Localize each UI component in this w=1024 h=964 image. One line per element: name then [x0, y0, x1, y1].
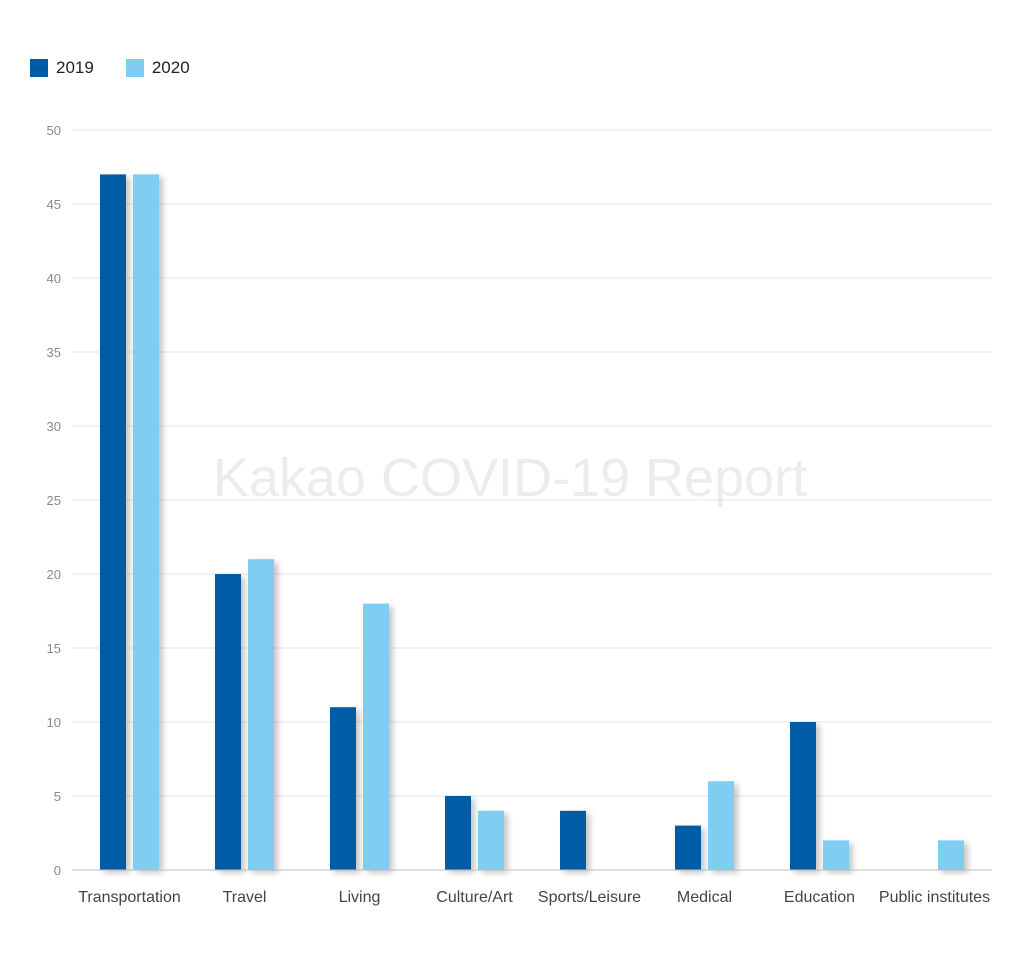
- y-tick-label: 35: [47, 345, 61, 360]
- bar-2019-education[interactable]: [790, 722, 816, 870]
- y-tick-label: 10: [47, 715, 61, 730]
- y-tick-label: 45: [47, 197, 61, 212]
- x-tick-label: Travel: [223, 889, 267, 906]
- watermark: Kakao COVID-19 Report: [213, 448, 807, 508]
- bar-2020-living[interactable]: [363, 603, 389, 870]
- y-tick-label: 0: [54, 863, 61, 878]
- bars: [100, 174, 964, 870]
- bar-2020-travel[interactable]: [248, 559, 274, 870]
- bar-2019-medical[interactable]: [675, 825, 701, 870]
- bar-2019-transportation[interactable]: [100, 174, 126, 870]
- x-tick-label: Transportation: [78, 889, 181, 906]
- bar-2019-culture-art[interactable]: [445, 796, 471, 870]
- x-tick-label: Sports/Leisure: [538, 889, 641, 906]
- bar-2019-living[interactable]: [330, 707, 356, 870]
- legend-swatch-2020: [125, 59, 144, 77]
- x-tick-label: Public institutes: [879, 889, 990, 906]
- bar-2020-medical[interactable]: [708, 781, 734, 870]
- x-tick-label: Culture/Art: [436, 889, 513, 906]
- y-tick-label: 15: [47, 641, 61, 656]
- x-tick-label: Education: [784, 889, 855, 906]
- x-tick-label: Living: [339, 889, 381, 906]
- legend-swatch-2019: [30, 59, 48, 77]
- y-tick-label: 5: [54, 789, 61, 804]
- legend-item-2020[interactable]: 2020: [125, 58, 190, 78]
- y-axis-ticks: 0 5 10 15 20 25 30 35 40 45 50: [47, 123, 61, 878]
- legend-label-2020: 2020: [151, 58, 190, 77]
- bar-2020-transportation[interactable]: [133, 174, 159, 870]
- y-tick-label: 20: [47, 567, 61, 582]
- y-tick-label: 25: [47, 493, 61, 508]
- bar-2020-public-institutes[interactable]: [938, 840, 964, 870]
- bar-2020-education[interactable]: [823, 840, 849, 870]
- x-tick-label: Medical: [677, 889, 732, 906]
- y-tick-label: 40: [47, 271, 61, 286]
- x-axis-labels: Transportation Travel Living Culture/Art Spo…: [78, 889, 990, 906]
- bar-2020-culture-art[interactable]: [478, 810, 504, 870]
- bar-2019-travel[interactable]: [215, 574, 241, 870]
- legend-item-2019[interactable]: 2019: [30, 58, 94, 78]
- y-tick-label: 30: [47, 419, 61, 434]
- y-tick-label: 50: [47, 123, 61, 138]
- legend: 2019 2020: [30, 58, 190, 78]
- bar-2019-sports-leisure[interactable]: [560, 810, 586, 870]
- legend-label-2019: 2019: [56, 58, 94, 77]
